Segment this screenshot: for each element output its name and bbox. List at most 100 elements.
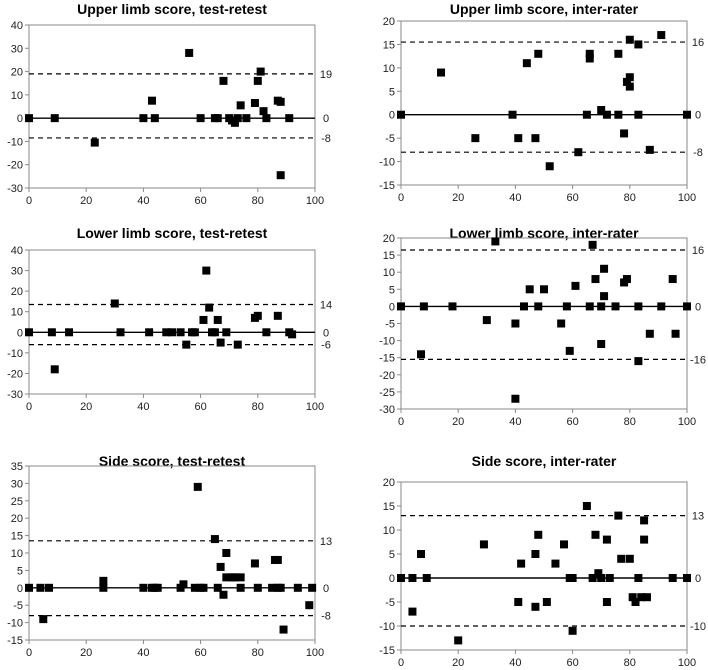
x-tick-label: 40 [509, 657, 521, 669]
x-tick-label: 0 [26, 647, 32, 659]
limit-label: 14 [320, 300, 332, 312]
data-point [534, 302, 543, 311]
x-tick-label: 0 [398, 657, 404, 669]
panel-title: Lower limb score, inter-rater [449, 225, 639, 241]
x-tick-label: 100 [306, 401, 324, 413]
data-point [242, 114, 251, 123]
y-tick-label: 30 [11, 43, 23, 55]
x-tick-label: 0 [398, 192, 404, 204]
panel-title: Lower limb score, test-retest [77, 225, 268, 241]
data-point [634, 574, 643, 582]
y-tick-label: -10 [7, 348, 23, 360]
data-point [99, 576, 108, 585]
y-tick-label: -15 [379, 353, 395, 365]
x-tick-label: 80 [624, 192, 636, 204]
y-tick-label: 10 [11, 307, 23, 319]
data-point [176, 328, 185, 337]
y-tick-label: 20 [383, 233, 395, 245]
limit-label: 0 [695, 301, 701, 313]
data-point [582, 502, 591, 510]
data-point [482, 316, 491, 325]
panel-title: Upper limb score, inter-rater [450, 1, 639, 17]
y-tick-label: -5 [385, 319, 395, 331]
y-tick-label: 30 [11, 478, 23, 490]
data-point [585, 302, 594, 311]
data-point [268, 583, 277, 592]
y-tick-label: -30 [7, 389, 23, 401]
data-point [582, 110, 591, 119]
data-point [279, 625, 288, 634]
y-tick-label: -30 [379, 404, 395, 416]
y-tick-label: -15 [379, 645, 395, 657]
x-tick-label: 40 [137, 195, 149, 207]
data-point [531, 602, 540, 611]
data-point [591, 275, 600, 284]
data-point [534, 49, 543, 58]
data-point [308, 583, 317, 592]
y-tick-label: -15 [7, 635, 23, 647]
data-point [233, 340, 242, 349]
limit-label: 0 [323, 327, 329, 339]
y-tick-label: 20 [11, 67, 23, 79]
limit-label: 0 [323, 583, 329, 595]
data-point [511, 319, 520, 328]
x-tick-label: 60 [194, 401, 206, 413]
x-tick-label: 20 [452, 657, 464, 669]
data-point [683, 302, 691, 311]
data-point [597, 106, 606, 115]
x-tick-label: 0 [398, 416, 404, 428]
y-tick-label: -10 [7, 618, 23, 630]
data-point [408, 574, 417, 582]
data-point [397, 574, 405, 582]
data-point [36, 583, 45, 592]
data-point [614, 49, 623, 58]
data-point [210, 535, 219, 544]
data-point [47, 328, 56, 337]
plot-area: 0 20 40 60 80 100 -15 -10 -5 0 5 10 15 20 25 30 35 13 0 -8 [7, 461, 332, 659]
data-point [531, 550, 540, 558]
data-point [614, 511, 623, 520]
y-tick-label: 20 [383, 477, 395, 489]
y-tick-label: 15 [383, 501, 395, 513]
data-point [45, 583, 54, 592]
data-point [145, 328, 154, 337]
data-point [588, 240, 597, 249]
data-point [276, 171, 285, 180]
x-tick-label: 80 [624, 657, 636, 669]
data-point [222, 549, 231, 557]
y-tick-label: 20 [11, 286, 23, 298]
data-point [454, 636, 463, 645]
panel-lower-limb-test-retest: Lower limb score, test-retest 0 20 40 60 80 1… [7, 225, 332, 413]
data-point [534, 530, 543, 539]
data-point [585, 54, 594, 63]
y-tick-label: 10 [383, 267, 395, 279]
data-point [519, 302, 528, 311]
data-point [657, 302, 666, 311]
y-tick-label: -10 [379, 621, 395, 633]
data-point [522, 59, 531, 68]
data-point [110, 299, 119, 308]
data-point [591, 530, 600, 539]
y-tick-label: 10 [383, 525, 395, 537]
data-point [288, 330, 297, 339]
data-point [250, 99, 259, 108]
data-point [634, 302, 643, 311]
data-point [222, 573, 231, 582]
data-point [565, 346, 574, 355]
plot-area: 0 20 40 60 80 100 -15 -10 -5 0 5 10 15 20 13 0 -10 [379, 477, 706, 669]
panel-title: Upper limb score, test-retest [77, 1, 267, 17]
data-point [574, 148, 583, 157]
limit-label: -8 [693, 147, 703, 159]
plot-frame [28, 465, 316, 641]
data-point [545, 162, 554, 171]
y-tick-label: 15 [383, 250, 395, 262]
plot-area: 0 20 40 60 80 100 -15 -10 -5 0 5 10 15 20 16 0 -8 [379, 16, 704, 204]
data-point [230, 573, 239, 582]
data-point [531, 134, 540, 143]
data-point [90, 138, 99, 147]
limit-label: 0 [323, 113, 329, 125]
data-point [637, 593, 646, 602]
x-tick-label: 60 [194, 195, 206, 207]
data-point [179, 580, 188, 589]
data-point [216, 338, 225, 347]
